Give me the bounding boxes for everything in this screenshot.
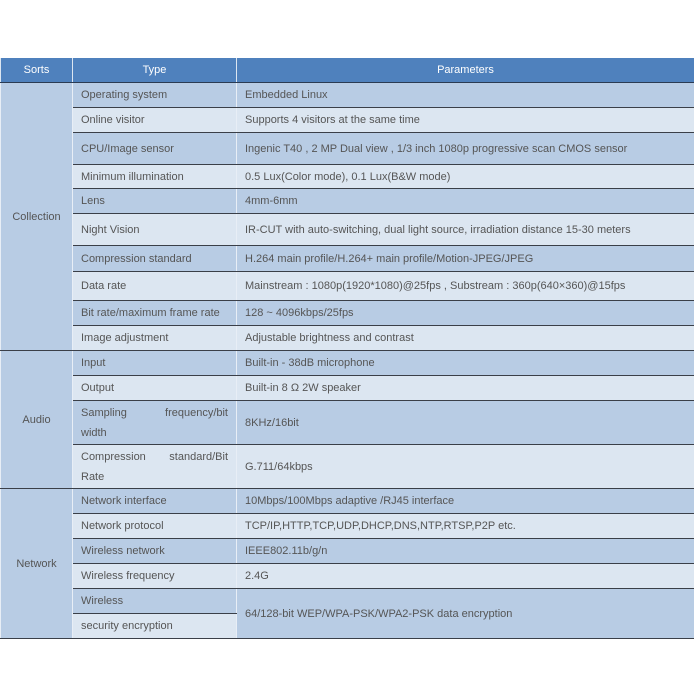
type-cell: Night Vision [72, 213, 237, 246]
table-row: security encryption [1, 613, 694, 639]
type-cell: Sampling frequency/bit width [72, 400, 237, 445]
parameter-cell: 64/128-bit WEP/WPA-PSK/WPA2-PSK data enc… [236, 588, 694, 639]
table-row: Online visitor Supports 4 visitors at the… [1, 107, 694, 133]
type-cell: Wireless network [72, 538, 237, 564]
table-row: Output Built-in 8 Ω 2W speaker [1, 375, 694, 401]
parameter-cell: G.711/64kbps [236, 444, 694, 489]
type-cell: Image adjustment [72, 325, 237, 351]
parameter-cell: Adjustable brightness and contrast [236, 325, 694, 351]
table-row: Compression standard/Bit Rate G.711/64kbps [1, 444, 694, 489]
type-line: Compression standard/Bit [81, 450, 228, 463]
parameter-cell: IEEE802.11b/g/n [236, 538, 694, 564]
parameter-cell: Supports 4 visitors at the same time [236, 107, 694, 133]
type-cell: security encryption [72, 613, 237, 639]
table-row: Bit rate/maximum frame rate 128 ~ 4096kbp… [1, 300, 694, 326]
header-parameters: Parameters [236, 58, 694, 83]
table-row: Wireless 64/128-bit WEP/WPA-PSK/WPA2-PSK … [1, 588, 694, 639]
table-row: Network protocol TCP/IP,HTTP,TCP,UDP,DHCP… [1, 513, 694, 539]
table-row: CPU/Image sensor Ingenic T40 , 2 MP Dual … [1, 132, 694, 165]
parameter-cell: 0.5 Lux(Color mode), 0.1 Lux(B&W mode) [236, 164, 694, 189]
table-row: Collection Operating system Embedded Linux [0, 82, 694, 351]
table-row: Image adjustment Adjustable brightness an… [1, 325, 694, 351]
type-line: Rate [81, 470, 105, 483]
table-row: Wireless network IEEE802.11b/g/n [1, 538, 694, 564]
type-cell: Compression standard [72, 245, 237, 272]
parameter-cell: 2.4G [236, 563, 694, 589]
parameter-cell: Built-in 8 Ω 2W speaker [236, 375, 694, 401]
table-row: Minimum illumination 0.5 Lux(Color mode),… [1, 164, 694, 189]
header-sorts: Sorts [0, 58, 73, 83]
table-row: Wireless frequency 2.4G [1, 563, 694, 589]
type-cell: Wireless [72, 588, 237, 614]
type-cell: Wireless frequency [72, 563, 237, 589]
specifications-table: Sorts Type Parameters Collection Operatin… [0, 58, 694, 639]
table-row: Audio Input Built-in - 38dB microphone [0, 350, 694, 489]
parameter-cell: 128 ~ 4096kbps/25fps [236, 300, 694, 326]
parameter-cell: Ingenic T40 , 2 MP Dual view , 1/3 inch … [236, 132, 694, 165]
parameter-cell: H.264 main profile/H.264+ main profile/M… [236, 245, 694, 272]
table-row: Lens 4mm-6mm [1, 188, 694, 214]
parameter-cell: Built-in - 38dB microphone [236, 350, 694, 376]
type-cell: Network interface [72, 488, 237, 514]
type-cell: Lens [72, 188, 237, 214]
table-row: Data rate Mainstream : 1080p(1920*1080)@2… [1, 271, 694, 301]
table-row: Network Network interface 10Mbps/100Mbps a… [0, 488, 694, 639]
header-row: Sorts Type Parameters [0, 58, 694, 83]
table-row: Night Vision IR-CUT with auto-switching, … [1, 213, 694, 246]
parameter-cell: Embedded Linux [236, 82, 694, 108]
sort-cell: Audio [0, 350, 73, 489]
sort-cell: Collection [0, 82, 73, 351]
parameter-cell: 4mm-6mm [236, 188, 694, 214]
parameter-cell: Mainstream : 1080p(1920*1080)@25fps , Su… [236, 271, 694, 301]
type-cell: Compression standard/Bit Rate [72, 444, 237, 489]
type-cell: Output [72, 375, 237, 401]
parameter-cell: IR-CUT with auto-switching, dual light s… [236, 213, 694, 246]
sort-cell: Network [0, 488, 73, 639]
parameter-cell: 10Mbps/100Mbps adaptive /RJ45 interface [236, 488, 694, 514]
type-cell: CPU/Image sensor [72, 132, 237, 165]
parameter-cell: 8KHz/16bit [236, 400, 694, 445]
type-cell: Operating system [72, 82, 237, 108]
type-line: Sampling frequency/bit [81, 406, 228, 419]
type-cell: Bit rate/maximum frame rate [72, 300, 237, 326]
type-cell: Data rate [72, 271, 237, 301]
type-cell: Minimum illumination [72, 164, 237, 189]
header-type: Type [72, 58, 237, 83]
parameter-cell: TCP/IP,HTTP,TCP,UDP,DHCP,DNS,NTP,RTSP,P2… [236, 513, 694, 539]
table-row: Compression standard H.264 main profile/H… [1, 245, 694, 272]
type-line: width [81, 426, 107, 439]
type-cell: Online visitor [72, 107, 237, 133]
table-row: Sampling frequency/bit width 8KHz/16bit [1, 400, 694, 445]
type-cell: Input [72, 350, 237, 376]
type-cell: Network protocol [72, 513, 237, 539]
